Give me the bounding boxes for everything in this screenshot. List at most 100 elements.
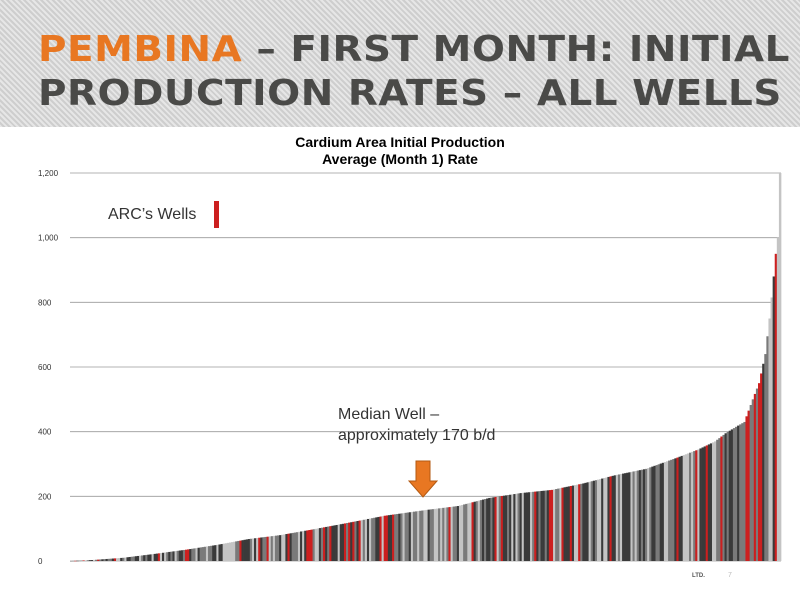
bar [722,434,725,561]
bar [233,541,236,561]
bar [509,494,512,561]
bar [199,547,203,561]
bar [264,536,267,561]
bar [730,429,734,561]
bar [262,537,265,561]
bar [174,551,177,561]
bar [373,517,376,561]
bar [360,520,364,561]
bar [475,501,479,561]
bar [419,510,422,561]
bar [325,526,328,561]
bar [563,487,566,561]
bar [402,513,405,561]
bar [695,450,698,561]
bar [569,485,573,561]
y-tick-label: 0 [38,557,43,566]
bar [573,485,577,561]
bar [195,548,198,561]
bar [515,493,518,561]
bar [435,508,439,561]
bar [590,481,594,561]
bar [366,518,370,561]
bar [149,554,152,561]
bar [647,468,650,561]
title-accent: PEMBINA [38,29,243,70]
bar [542,490,546,561]
y-tick-label: 1,200 [38,169,59,178]
bar [132,556,136,561]
bar [268,536,272,561]
bar [484,499,487,561]
bar [270,536,274,561]
bar [226,542,230,561]
bar [385,515,389,561]
bar [362,519,366,561]
bar [638,470,642,561]
bar [745,416,748,561]
bar [333,525,336,561]
bar [354,521,357,561]
bar [164,552,167,561]
bar [109,558,113,561]
bar [498,496,502,561]
bar [473,501,477,561]
bar [381,516,385,561]
bar [540,490,543,561]
bar [151,554,154,561]
bar [766,336,769,561]
bar [412,511,416,561]
bar [517,493,520,561]
bar [755,388,759,561]
bar [291,532,295,561]
bar [578,484,581,561]
title-banner: PEMBINA – FIRST MONTH: INITIAL PRODUCTIO… [0,0,800,127]
bar [711,442,715,561]
bar [93,559,96,561]
bar [444,507,447,561]
bar [693,451,696,561]
bar [394,514,397,561]
bar [415,511,418,561]
bar [454,506,458,561]
bar [613,475,617,561]
bar [490,497,493,561]
bar [732,428,736,561]
bar [433,508,437,561]
bar [521,492,525,561]
bar [496,496,500,561]
bar [90,560,94,561]
bar [241,540,244,561]
bar [404,512,408,561]
chart-title-line-2: Average (Month 1) Rate [322,151,478,167]
bar [143,555,146,561]
bar [310,529,313,561]
bar [678,456,681,561]
bar [316,528,320,561]
bar [84,560,88,561]
bar [586,482,589,561]
bar [778,173,782,561]
bar [185,549,188,561]
bar [523,492,527,561]
bar [743,421,746,561]
bar [258,537,261,561]
bar [245,539,249,561]
bar [657,464,661,561]
median-arrow [407,460,439,498]
bar [617,474,621,561]
bar [224,543,228,561]
bar [582,483,585,561]
bar [776,237,780,562]
bar [318,528,322,561]
bar [749,404,753,561]
bar [343,523,347,561]
bar [527,492,531,561]
bar [341,523,345,561]
footer-page-mark: 7 [728,572,732,579]
bar [559,488,562,561]
median-label-line-2: approximately 170 b/d [338,427,496,444]
bar [212,545,215,561]
bar [567,486,571,561]
